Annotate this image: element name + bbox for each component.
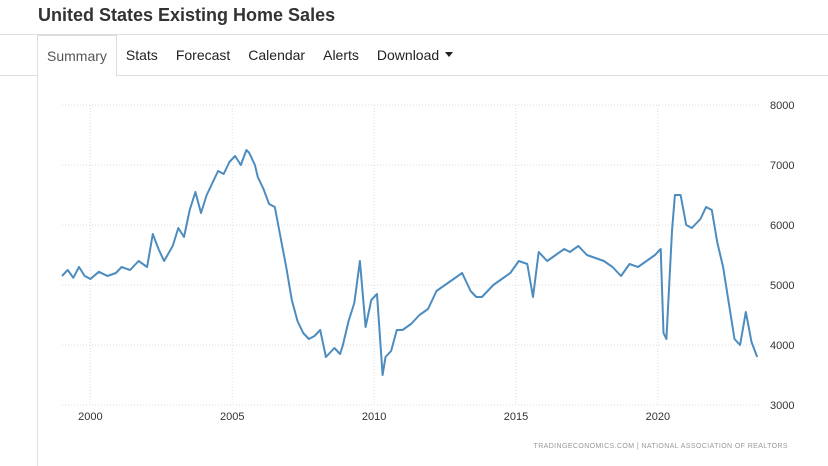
tab-summary[interactable]: Summary xyxy=(37,35,117,77)
y-tick-label: 8000 xyxy=(770,100,794,112)
content-border xyxy=(37,76,38,466)
tab-calendar[interactable]: Calendar xyxy=(248,47,306,63)
x-tick-label: 2010 xyxy=(362,411,386,423)
tab-forecast[interactable]: Forecast xyxy=(175,47,231,63)
y-tick-label: 7000 xyxy=(770,160,794,172)
header-divider xyxy=(0,34,828,35)
x-tick-label: 2000 xyxy=(78,411,102,423)
series-line-0 xyxy=(61,149,759,376)
y-tick-label: 4000 xyxy=(770,340,794,352)
tab-download-label: Download xyxy=(376,47,440,63)
x-tick-label: 2015 xyxy=(504,411,528,423)
tab-download[interactable]: Download xyxy=(368,35,462,76)
tab-bar: Summary Stats Forecast Calendar Alerts D… xyxy=(37,35,462,77)
page-title: United States Existing Home Sales xyxy=(38,5,336,25)
x-tick-label: 2020 xyxy=(646,411,670,423)
caret-down-icon xyxy=(445,52,454,58)
tab-alerts[interactable]: Alerts xyxy=(323,47,359,63)
y-tick-label: 6000 xyxy=(770,220,794,232)
source-credit: TRADINGECONOMICS.COM | NATIONAL ASSOCIAT… xyxy=(534,443,788,450)
y-tick-label: 5000 xyxy=(770,280,794,292)
tab-stats[interactable]: Stats xyxy=(125,47,158,63)
x-tick-label: 2005 xyxy=(220,411,244,423)
tabs-divider xyxy=(0,75,828,76)
y-tick-label: 3000 xyxy=(770,400,794,412)
